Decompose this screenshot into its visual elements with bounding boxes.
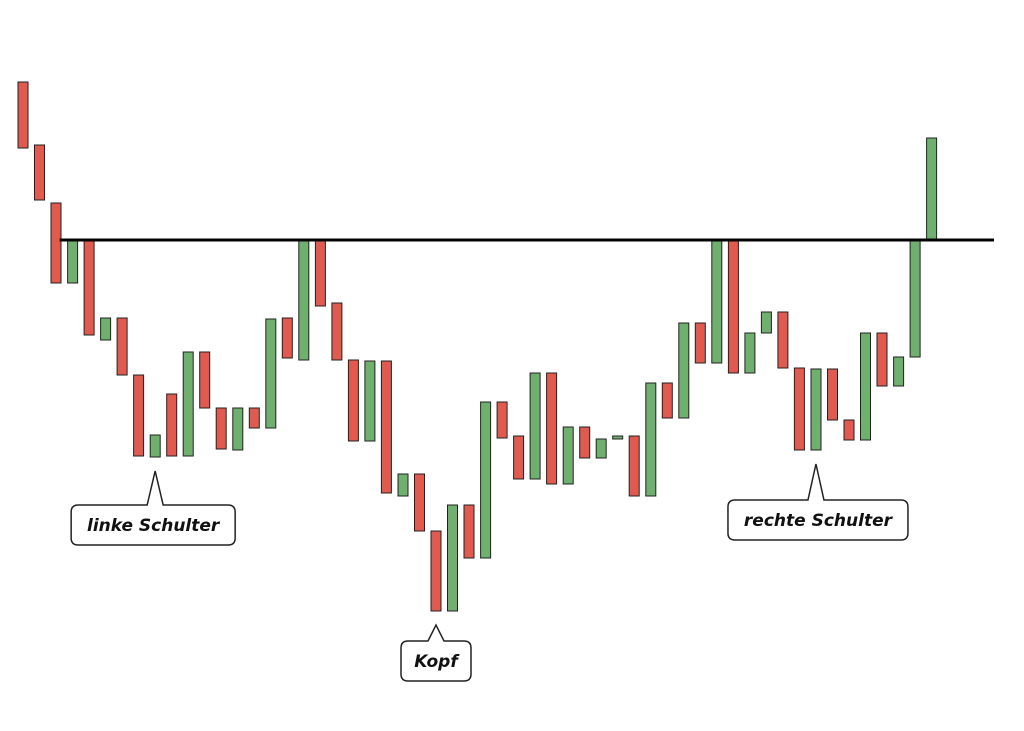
candle-50: [827, 368, 838, 421]
candle-25: [414, 473, 425, 532]
candle-36: [595, 438, 607, 459]
candle-10: [166, 393, 178, 457]
candles-group: [17, 81, 938, 612]
candle-18: [298, 239, 310, 361]
candle-5: [83, 239, 95, 336]
callout-bubble: [70, 470, 236, 546]
candle-49: [810, 368, 822, 451]
candle-14: [232, 407, 244, 451]
candle-21: [347, 359, 359, 442]
candle-45: [744, 332, 756, 374]
candle-42: [694, 322, 706, 364]
candle-39: [645, 382, 657, 497]
candle-34: [562, 426, 574, 485]
candle-17: [281, 317, 293, 359]
candle-13: [215, 407, 227, 450]
candle-20: [331, 302, 343, 361]
candle-6: [100, 317, 112, 341]
candle-2: [34, 144, 45, 201]
candle-41: [678, 322, 690, 419]
candle-29: [480, 401, 492, 559]
callout-1: linke Schulter: [70, 470, 236, 546]
candle-27: [447, 504, 458, 612]
candle-37: [612, 435, 624, 440]
candle-22: [364, 360, 376, 442]
candle-35: [579, 426, 591, 459]
candle-55: [909, 239, 921, 358]
candle-46: [760, 311, 772, 334]
candle-26: [430, 530, 442, 612]
candle-53: [876, 332, 888, 387]
candle-12: [199, 351, 211, 409]
candle-15: [248, 407, 260, 429]
callout-label: linke Schulter: [87, 516, 221, 536]
candle-1: [17, 81, 29, 149]
candle-31: [513, 435, 525, 480]
candle-16: [265, 318, 277, 429]
candle-7: [116, 317, 128, 376]
candle-4: [67, 239, 79, 284]
candle-30: [496, 401, 508, 439]
candle-48: [793, 367, 805, 451]
candle-40: [661, 382, 673, 419]
candle-47: [777, 311, 789, 369]
callout-label: rechte Schulter: [744, 511, 894, 531]
candle-24: [397, 473, 409, 497]
candle-11: [182, 351, 194, 457]
candle-44: [727, 239, 739, 374]
candle-8: [133, 374, 145, 457]
candle-28: [463, 504, 475, 559]
candle-9: [149, 434, 161, 458]
candle-23: [380, 360, 392, 494]
candle-52: [860, 332, 871, 441]
callout-2: Kopf: [400, 623, 472, 682]
candle-54: [893, 356, 905, 387]
candle-33: [546, 372, 558, 485]
candle-19: [314, 239, 326, 307]
callout-label: Kopf: [414, 652, 460, 672]
candle-56: [926, 137, 938, 241]
candle-38: [628, 435, 640, 497]
callout-bubble: [727, 463, 909, 541]
candle-32: [529, 372, 541, 480]
callouts-group: linke Schulter Kopf rechte Schulter: [70, 463, 909, 682]
callout-3: rechte Schulter: [727, 463, 909, 541]
candle-43: [711, 239, 723, 364]
candle-51: [843, 419, 855, 441]
candle-3: [50, 202, 62, 284]
callout-bubble: [400, 623, 472, 682]
